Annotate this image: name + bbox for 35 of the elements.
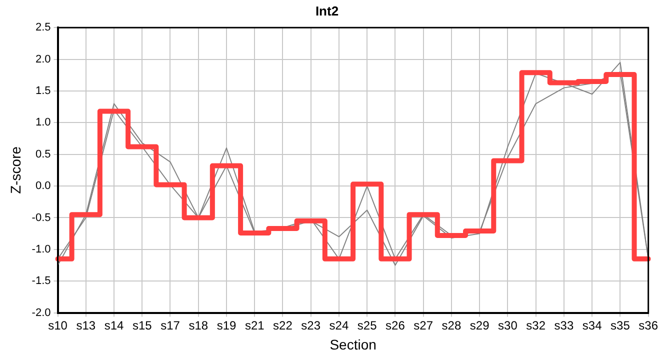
x-axis-title: Section — [330, 336, 376, 352]
y-tick-label: 2.5 — [35, 22, 51, 34]
y-tick-label: -1.5 — [32, 275, 51, 288]
y-tick-label: -1.0 — [32, 243, 51, 256]
x-tick-label: s23 — [301, 318, 321, 332]
x-tick-label: s24 — [329, 318, 349, 332]
x-tick-label: s25 — [357, 318, 378, 332]
y-tick-label: 2.0 — [35, 53, 51, 66]
x-tick-label: s18 — [188, 318, 208, 332]
x-tick-label: s26 — [386, 318, 406, 332]
x-tick-label: s15 — [132, 318, 152, 332]
x-tick-label: s21 — [244, 318, 265, 332]
x-tick-label: s36 — [638, 318, 658, 332]
y-tick-label: 0.0 — [35, 180, 51, 192]
y-tick-label: 1.5 — [35, 85, 51, 98]
y-axis-title: Z-score — [7, 146, 24, 194]
x-tick-label: s19 — [216, 318, 236, 332]
x-tick-label: s35 — [610, 318, 630, 332]
x-tick-label: s14 — [104, 318, 124, 332]
x-tick-label: s22 — [273, 318, 293, 332]
x-tick-label: s13 — [76, 318, 96, 332]
x-tick-label: s10 — [48, 318, 68, 332]
x-tick-label: s34 — [582, 318, 602, 332]
y-tick-label: -0.5 — [32, 212, 51, 224]
x-tick-label: s28 — [442, 318, 462, 332]
y-tick-label: 0.5 — [35, 148, 51, 160]
chart-title: Int2 — [315, 3, 339, 18]
x-tick-label: s30 — [498, 318, 518, 332]
x-tick-label: s27 — [414, 318, 434, 332]
x-tick-label: s32 — [526, 318, 546, 332]
x-tick-label: s29 — [470, 318, 490, 332]
x-tick-label: s33 — [554, 318, 574, 332]
y-tick-label: 1.0 — [35, 116, 51, 129]
x-tick-label: s17 — [160, 318, 180, 332]
y-tick-label: -2.0 — [32, 306, 51, 319]
